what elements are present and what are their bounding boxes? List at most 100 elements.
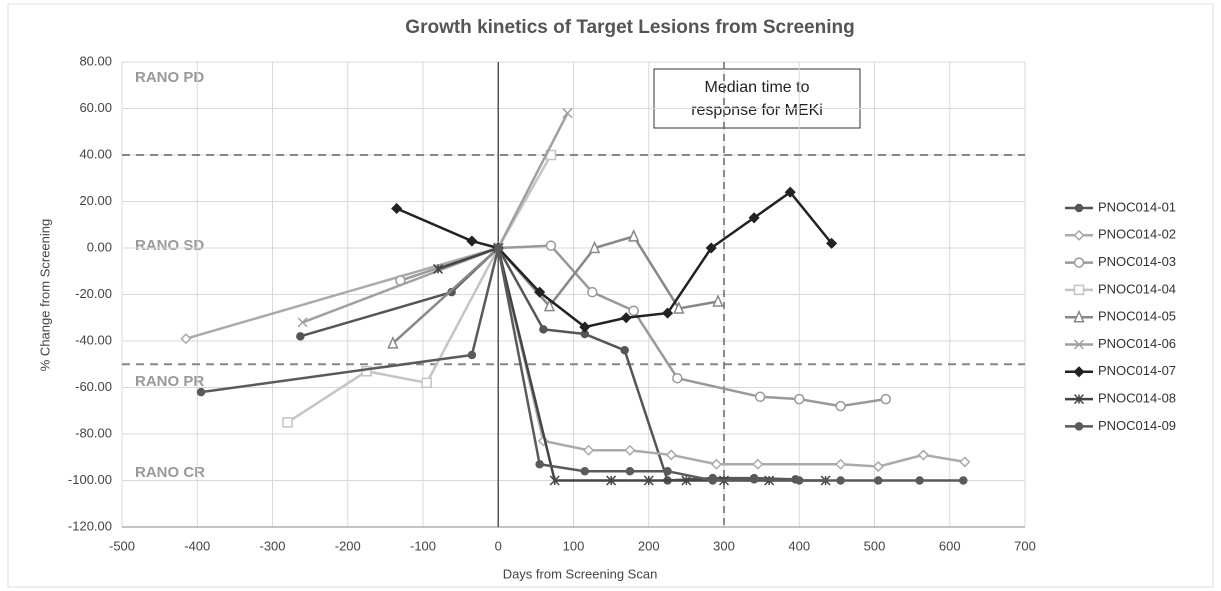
marker	[421, 377, 433, 389]
legend-label: PNOC014-05	[1098, 309, 1176, 324]
y-tick-label: -20.00	[75, 286, 112, 301]
marker	[620, 312, 632, 324]
legend-label: PNOC014-08	[1098, 391, 1176, 406]
y-tick-label: -40.00	[75, 332, 112, 347]
marker	[620, 346, 629, 355]
marker	[580, 466, 590, 476]
x-tick-label: 300	[713, 538, 735, 553]
note-box	[653, 68, 861, 129]
marker	[784, 186, 796, 198]
marker	[665, 449, 677, 461]
series-line	[286, 154, 553, 424]
y-tick-label: -120.00	[68, 518, 112, 533]
marker	[628, 229, 640, 242]
marker	[917, 449, 929, 461]
y-tick-label: 20.00	[79, 193, 112, 208]
x-tick-label: 400	[788, 538, 810, 553]
marker	[433, 263, 444, 274]
x-tick-label: 600	[939, 538, 961, 553]
note: Median time to	[705, 79, 810, 96]
marker	[749, 475, 759, 484]
marker	[1074, 422, 1084, 431]
marker	[549, 475, 560, 486]
legend-label: PNOC014-06	[1098, 336, 1176, 351]
x-tick-label: 500	[864, 538, 886, 553]
x-tick-label: -500	[109, 538, 135, 553]
marker	[705, 242, 717, 254]
x-tick-label: 700	[1014, 538, 1036, 553]
marker	[663, 466, 672, 476]
marker	[534, 286, 546, 298]
legend-label: PNOC014-01	[1098, 199, 1176, 214]
y-tick-label: 80.00	[79, 53, 112, 68]
marker	[794, 393, 805, 405]
marker	[587, 286, 598, 298]
marker	[915, 476, 924, 485]
marker	[535, 459, 544, 469]
x-tick-label: -300	[259, 538, 285, 553]
marker	[754, 391, 766, 403]
chart-title: Growth kinetics of Target Lesions from S…	[405, 17, 854, 38]
marker	[1073, 257, 1085, 268]
marker	[588, 240, 601, 254]
marker	[795, 476, 804, 485]
marker	[282, 417, 293, 428]
legend-label: PNOC014-02	[1098, 227, 1176, 242]
y-tick-label: -80.00	[75, 425, 112, 440]
marker	[708, 476, 717, 485]
marker	[959, 456, 971, 468]
marker	[1073, 284, 1085, 296]
x-tick-label: -400	[184, 538, 210, 553]
y-tick-label: 40.00	[79, 146, 112, 161]
legend-label: PNOC014-03	[1098, 254, 1176, 269]
marker	[1073, 366, 1085, 378]
marker	[673, 301, 685, 314]
y-tick-label: -100.00	[68, 472, 112, 487]
marker	[387, 335, 399, 349]
legend-label: PNOC014-04	[1098, 281, 1176, 296]
y-axis-label: % Change from Screening	[37, 219, 52, 371]
marker	[643, 475, 654, 486]
marker	[545, 240, 557, 251]
marker	[662, 307, 674, 319]
marker	[880, 393, 892, 405]
x-tick-label: 0	[495, 538, 502, 553]
frame	[7, 3, 1214, 588]
marker	[539, 325, 548, 334]
marker	[959, 476, 968, 485]
marker	[606, 475, 617, 486]
y-tick-label: 0.00	[87, 239, 112, 254]
series-line	[302, 112, 569, 324]
marker	[835, 400, 846, 412]
band-label: RANO PD	[135, 69, 204, 86]
marker	[196, 387, 206, 397]
marker	[752, 458, 764, 470]
marker	[562, 108, 573, 119]
x-axis-label: Days from Screening Scan	[503, 566, 658, 581]
band-label: RANO SD	[135, 237, 204, 254]
marker	[1073, 229, 1085, 241]
marker	[681, 475, 692, 486]
marker	[494, 243, 503, 253]
x-tick-label: -100	[410, 538, 436, 553]
band-label: RANO PR	[135, 373, 204, 390]
marker	[624, 444, 636, 456]
marker	[579, 321, 591, 333]
series-line	[185, 246, 966, 468]
marker	[543, 298, 556, 312]
marker	[1073, 339, 1085, 350]
marker	[297, 317, 308, 328]
x-tick-label: 200	[638, 538, 660, 553]
legend-label: PNOC014-07	[1098, 363, 1176, 378]
series-line	[400, 244, 886, 408]
marker	[1073, 394, 1085, 405]
marker	[748, 212, 760, 224]
x-tick-label: 100	[563, 538, 585, 553]
marker	[836, 476, 845, 485]
marker	[180, 333, 192, 345]
marker	[872, 460, 884, 473]
note: response for MEKi	[691, 102, 823, 119]
marker	[296, 332, 305, 341]
band-label: RANO CR	[135, 464, 205, 481]
